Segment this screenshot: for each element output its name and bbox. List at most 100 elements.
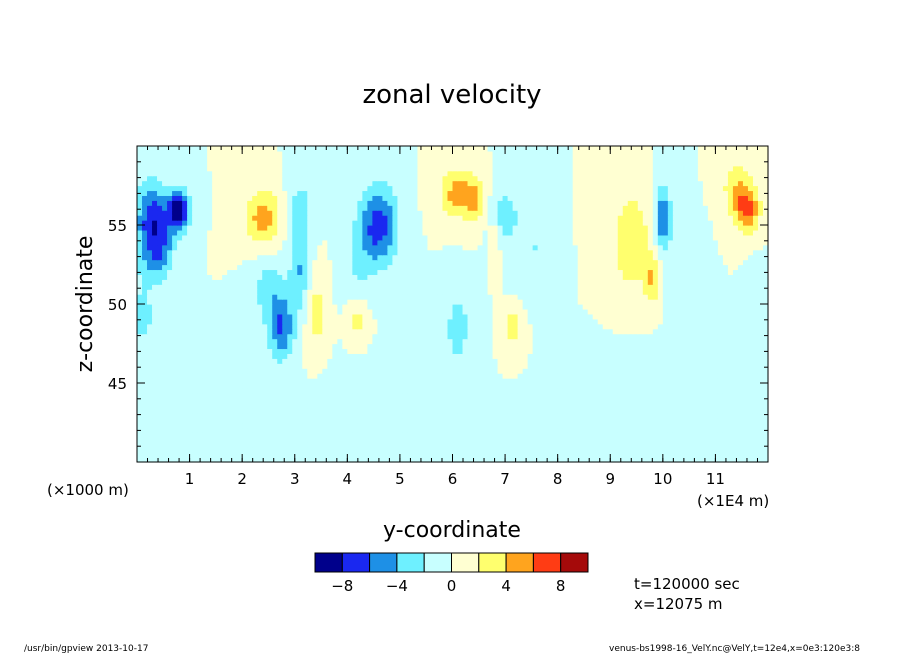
field-cell — [497, 363, 504, 369]
field-cell — [427, 274, 434, 280]
field-cell — [227, 437, 233, 443]
field-cell — [262, 313, 268, 320]
field-cell — [507, 313, 514, 320]
field-cell — [737, 284, 744, 290]
field-cell — [152, 452, 158, 458]
field-cell — [697, 363, 704, 369]
field-cell — [647, 299, 654, 305]
field-cell — [172, 289, 178, 295]
field-cell — [492, 294, 499, 300]
field-cell — [392, 358, 399, 364]
field-cell — [707, 412, 714, 419]
field-cell — [287, 397, 293, 404]
field-cell — [227, 432, 233, 438]
field-cell — [412, 422, 419, 429]
field-cell — [477, 427, 484, 433]
field-cell — [197, 432, 203, 438]
field-cell — [507, 378, 514, 384]
field-cell — [617, 323, 624, 330]
field-cell — [137, 378, 143, 384]
field-cell — [162, 422, 168, 429]
field-cell — [472, 353, 479, 359]
field-cell — [357, 333, 363, 340]
field-cell — [532, 363, 539, 369]
field-cell — [637, 358, 644, 364]
field-cell — [362, 284, 368, 290]
field-cell — [237, 363, 243, 369]
field-cell — [752, 313, 759, 320]
field-cell — [637, 304, 644, 310]
field-cell — [667, 378, 674, 384]
field-cell — [617, 432, 624, 438]
field-cell — [552, 343, 559, 350]
field-cell — [502, 358, 509, 364]
field-cell — [172, 304, 178, 310]
field-cell — [742, 412, 749, 419]
field-cell — [557, 308, 564, 315]
field-cell — [347, 432, 353, 438]
field-cell — [762, 333, 769, 340]
field-cell — [652, 313, 659, 320]
field-cell — [152, 412, 158, 419]
field-cell — [167, 432, 173, 438]
field-cell — [527, 328, 534, 335]
field-cell — [522, 333, 529, 340]
field-cell — [207, 333, 213, 340]
field-cell — [237, 289, 243, 295]
field-cell — [642, 333, 649, 340]
field-cell — [372, 422, 378, 429]
field-cell — [207, 343, 213, 350]
field-cell — [402, 412, 409, 419]
field-cell — [562, 397, 569, 404]
field-cell — [432, 407, 439, 414]
field-cell — [447, 437, 454, 443]
field-cell — [287, 432, 293, 438]
field-cell — [227, 447, 233, 453]
field-cell — [227, 407, 233, 414]
field-cell — [447, 407, 454, 414]
field-cell — [512, 304, 519, 310]
field-cell — [607, 363, 614, 369]
field-cell — [347, 457, 353, 463]
field-cell — [497, 353, 504, 359]
field-cell — [762, 318, 769, 325]
field-cell — [187, 279, 193, 285]
field-cell — [197, 333, 203, 340]
field-cell — [307, 407, 313, 414]
field-cell — [142, 289, 148, 295]
field-cell — [227, 417, 233, 424]
field-cell — [467, 343, 474, 350]
field-cell — [552, 294, 559, 300]
field-cell — [607, 368, 614, 374]
field-cell — [742, 333, 749, 340]
field-cell — [432, 274, 439, 280]
field-cell — [327, 427, 333, 433]
field-cell — [232, 348, 238, 354]
field-cell — [667, 289, 674, 295]
field-cell — [607, 289, 614, 295]
field-cell — [212, 289, 218, 295]
field-cell — [152, 447, 158, 453]
field-cell — [437, 338, 444, 345]
field-cell — [462, 289, 469, 295]
field-cell — [277, 338, 283, 345]
field-cell — [377, 363, 383, 369]
field-cell — [222, 417, 228, 424]
field-cell — [617, 313, 624, 320]
field-cell — [247, 284, 253, 290]
field-cell — [657, 353, 664, 359]
field-cell — [612, 432, 619, 438]
field-cell — [232, 412, 238, 419]
field-cell — [162, 304, 168, 310]
field-cell — [167, 318, 173, 325]
field-cell — [142, 348, 148, 354]
field-cell — [497, 289, 504, 295]
field-cell — [662, 363, 669, 369]
field-cell — [752, 269, 759, 275]
field-cell — [282, 412, 288, 419]
field-cell — [372, 358, 378, 364]
field-cell — [557, 284, 564, 290]
field-cell — [327, 284, 333, 290]
field-cell — [167, 368, 173, 374]
field-cell — [732, 407, 739, 414]
